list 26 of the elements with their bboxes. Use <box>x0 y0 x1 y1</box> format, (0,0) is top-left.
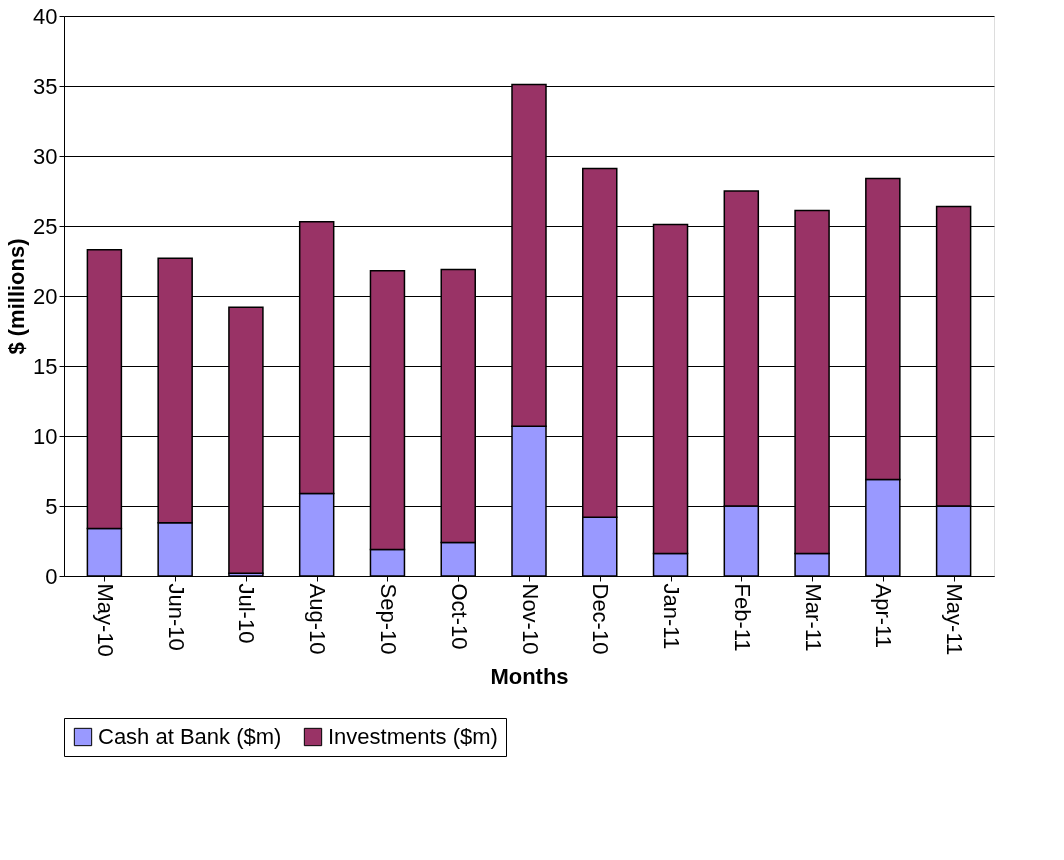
x-tick-label: Jun-10 <box>163 583 189 651</box>
legend-label: Cash at Bank ($m) <box>98 724 282 749</box>
y-tick-label: 30 <box>33 143 58 169</box>
x-tick-label: Sep-10 <box>375 583 401 655</box>
x-tick-label: Apr-11 <box>871 583 897 648</box>
x-tick-label: Jul-10 <box>234 583 260 644</box>
y-tick-label: 20 <box>33 283 58 309</box>
y-tick-label: 10 <box>33 423 58 449</box>
x-tick-label: May-11 <box>942 583 968 656</box>
y-tick-label: 0 <box>45 563 58 589</box>
y-tick-label: 15 <box>33 353 58 379</box>
x-tick-label: May-10 <box>92 583 118 657</box>
x-tick-label: Nov-10 <box>517 583 543 655</box>
x-tick-label: Aug-10 <box>305 583 331 655</box>
y-tick-label: 25 <box>33 213 58 239</box>
x-tick-label: Feb-11 <box>729 583 755 652</box>
x-tick-label: Mar-11 <box>800 583 826 652</box>
y-tick-label: 35 <box>33 73 58 99</box>
legend-label: Investments ($m) <box>328 724 498 749</box>
y-tick-label: 40 <box>33 3 58 29</box>
y-axis-title: $ (millions) <box>4 238 30 355</box>
x-tick-label: Oct-10 <box>446 583 472 650</box>
y-tick-label: 5 <box>45 493 58 519</box>
x-tick-label: Jan-11 <box>659 583 685 650</box>
x-axis-title: Months <box>490 663 569 689</box>
x-tick-label: Dec-10 <box>588 583 614 655</box>
